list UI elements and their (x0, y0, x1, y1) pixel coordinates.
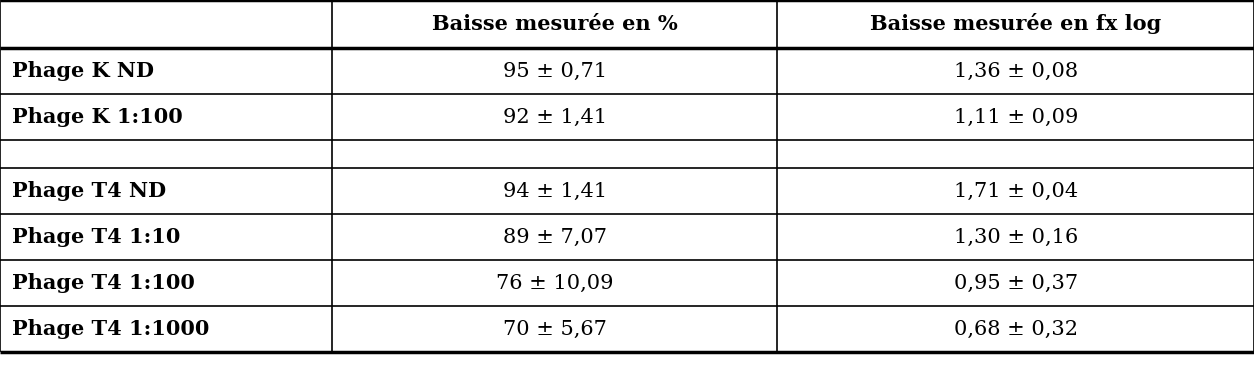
Text: Baisse mesurée en %: Baisse mesurée en % (433, 14, 677, 34)
Text: 0,68 ± 0,32: 0,68 ± 0,32 (954, 319, 1077, 339)
Text: Phage T4 ND: Phage T4 ND (13, 181, 166, 201)
Text: 89 ± 7,07: 89 ± 7,07 (503, 227, 607, 247)
Text: Phage K ND: Phage K ND (13, 61, 154, 81)
Text: 0,95 ± 0,37: 0,95 ± 0,37 (954, 273, 1077, 293)
Text: 70 ± 5,67: 70 ± 5,67 (503, 319, 607, 339)
Text: 1,71 ± 0,04: 1,71 ± 0,04 (954, 182, 1077, 200)
Text: Phage T4 1:100: Phage T4 1:100 (13, 273, 194, 293)
Text: Phage T4 1:10: Phage T4 1:10 (13, 227, 181, 247)
Text: 1,36 ± 0,08: 1,36 ± 0,08 (954, 61, 1077, 81)
Text: 92 ± 1,41: 92 ± 1,41 (503, 108, 607, 126)
Text: 76 ± 10,09: 76 ± 10,09 (497, 273, 613, 293)
Text: Phage T4 1:1000: Phage T4 1:1000 (13, 319, 209, 339)
Text: Baisse mesurée en fx log: Baisse mesurée en fx log (870, 13, 1161, 35)
Text: 94 ± 1,41: 94 ± 1,41 (503, 182, 607, 200)
Text: 1,30 ± 0,16: 1,30 ± 0,16 (953, 227, 1078, 247)
Text: Phage K 1:100: Phage K 1:100 (13, 107, 183, 127)
Text: 1,11 ± 0,09: 1,11 ± 0,09 (953, 108, 1078, 126)
Text: 95 ± 0,71: 95 ± 0,71 (503, 61, 607, 81)
